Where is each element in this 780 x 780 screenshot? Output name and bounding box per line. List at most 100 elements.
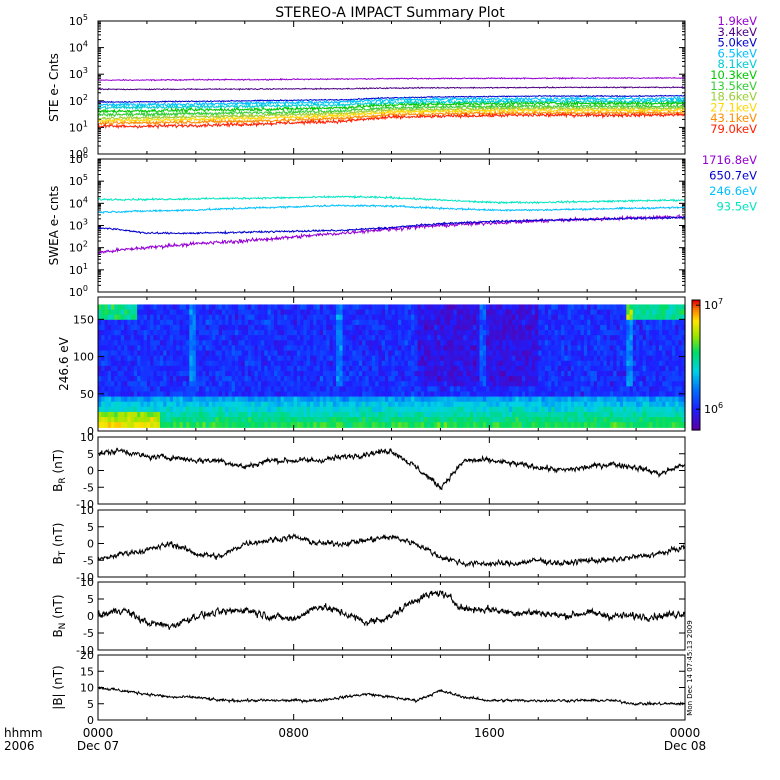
pad-cell bbox=[574, 340, 578, 346]
pad-cell bbox=[303, 386, 308, 393]
pad-ytick-label: 100 bbox=[73, 351, 94, 364]
pad-cell bbox=[645, 376, 650, 382]
pad-cell bbox=[394, 396, 399, 403]
pad-cell bbox=[476, 340, 481, 346]
pad-cell bbox=[254, 314, 259, 321]
pad-cell bbox=[430, 324, 435, 331]
pad-cell bbox=[544, 319, 549, 326]
pad-cell bbox=[469, 411, 474, 418]
pad-cell bbox=[629, 319, 634, 326]
pad-cell bbox=[293, 319, 298, 326]
pad-cell bbox=[430, 340, 435, 346]
pad-cell bbox=[208, 365, 213, 372]
pad-cell bbox=[521, 381, 526, 387]
pad-cell bbox=[453, 376, 458, 382]
pad-cell bbox=[290, 417, 295, 423]
pad-cell bbox=[186, 370, 190, 377]
pad-cell bbox=[189, 401, 194, 408]
pad-cell bbox=[365, 422, 370, 428]
pad-cell bbox=[626, 365, 631, 372]
pad-cell bbox=[639, 314, 644, 321]
pad-cell bbox=[186, 360, 190, 367]
pad-cell bbox=[600, 401, 605, 408]
pad-cell bbox=[362, 417, 367, 423]
pad-cell bbox=[531, 396, 536, 403]
pad-cell bbox=[424, 319, 428, 326]
pad-cell bbox=[466, 396, 471, 403]
pad-cell bbox=[234, 330, 239, 336]
pad-cell bbox=[120, 417, 125, 423]
pad-cell bbox=[446, 417, 451, 423]
pad-cell bbox=[345, 340, 350, 346]
pad-cell bbox=[326, 324, 331, 331]
pad-cell bbox=[512, 350, 517, 357]
pad-cell bbox=[420, 396, 425, 403]
pad-cell bbox=[195, 370, 200, 377]
pad-cell bbox=[655, 340, 660, 346]
pad-cell bbox=[362, 314, 367, 321]
ste-legend-18.6keV: 18.6keV bbox=[710, 90, 757, 104]
pad-cell bbox=[463, 376, 468, 382]
pad-cell bbox=[163, 396, 168, 403]
pad-cell bbox=[417, 391, 422, 398]
pad-cell bbox=[107, 417, 112, 423]
pad-cell bbox=[130, 335, 135, 341]
pad-cell bbox=[580, 370, 585, 377]
pad-cell bbox=[570, 391, 575, 398]
pad-cell bbox=[261, 355, 265, 362]
pad-cell bbox=[306, 365, 311, 372]
pad-cell bbox=[609, 365, 614, 372]
pad-cell bbox=[424, 345, 428, 352]
pad-cell bbox=[384, 360, 389, 367]
pad-cell bbox=[619, 406, 624, 413]
pad-cell bbox=[587, 314, 592, 321]
pad-cell bbox=[150, 406, 155, 413]
pad-cell bbox=[655, 335, 660, 341]
pad-cell bbox=[212, 330, 216, 336]
pad-cell bbox=[323, 417, 327, 423]
colorbar-cell bbox=[692, 308, 700, 311]
pad-cell bbox=[300, 330, 305, 336]
pad-cell bbox=[104, 314, 109, 321]
pad-cell bbox=[362, 396, 367, 403]
pad-cell bbox=[574, 386, 578, 393]
pad-cell bbox=[639, 386, 644, 393]
pad-cell bbox=[577, 314, 582, 321]
pad-cell bbox=[593, 370, 598, 377]
pad-cell bbox=[675, 422, 680, 428]
pad-cell bbox=[127, 319, 132, 326]
pad-cell bbox=[218, 335, 223, 341]
pad-cell bbox=[189, 396, 194, 403]
pad-cell bbox=[508, 340, 513, 346]
pad-cell bbox=[192, 330, 197, 336]
pad-cell bbox=[257, 417, 262, 423]
pad-cell bbox=[290, 396, 295, 403]
pad-cell bbox=[495, 406, 500, 413]
pad-cell bbox=[218, 355, 223, 362]
pad-cell bbox=[107, 345, 112, 352]
time-tick-hhmm: 0800 bbox=[278, 726, 309, 740]
pad-cell bbox=[195, 365, 200, 372]
pad-cell bbox=[218, 386, 223, 393]
pad-cell bbox=[632, 355, 637, 362]
pad-cell bbox=[414, 324, 419, 331]
pad-cell bbox=[290, 365, 295, 372]
pad-cell bbox=[642, 330, 647, 336]
pad-cell bbox=[508, 335, 513, 341]
pad-cell bbox=[489, 401, 494, 408]
pad-cell bbox=[671, 391, 676, 398]
pad-cell bbox=[192, 406, 197, 413]
pad-cell bbox=[564, 381, 569, 387]
pad-cell bbox=[290, 340, 295, 346]
pad-cell bbox=[515, 370, 520, 377]
pad-cell bbox=[430, 319, 435, 326]
colorbar-cell bbox=[692, 388, 700, 391]
pad-cell bbox=[398, 401, 402, 408]
colorbar-cell bbox=[692, 424, 700, 427]
pad-cell bbox=[642, 355, 647, 362]
pad-cell bbox=[300, 314, 305, 321]
pad-cell bbox=[248, 376, 252, 382]
pad-cell bbox=[326, 422, 331, 428]
pad-cell bbox=[414, 340, 419, 346]
pad-cell bbox=[440, 324, 445, 331]
